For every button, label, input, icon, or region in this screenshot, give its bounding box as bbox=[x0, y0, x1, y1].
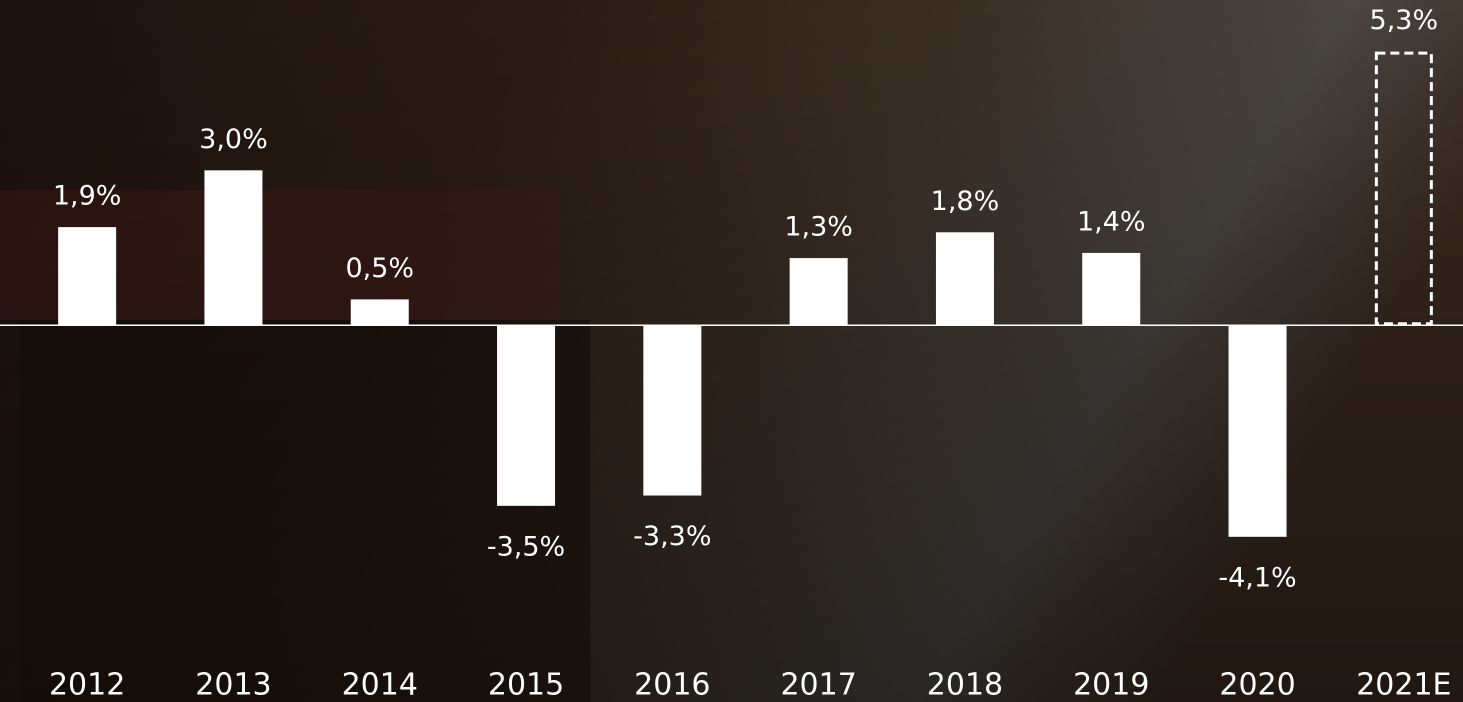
value-label: -4,1% bbox=[1218, 562, 1296, 593]
x-tick-label: 2021E bbox=[1356, 668, 1451, 702]
value-label: 3,0% bbox=[199, 124, 268, 155]
bar bbox=[789, 258, 848, 326]
value-label: -3,5% bbox=[487, 531, 565, 562]
bar bbox=[350, 299, 409, 326]
value-label: 1,9% bbox=[53, 181, 122, 212]
x-tick-label: 2015 bbox=[488, 668, 564, 702]
bar bbox=[58, 227, 117, 326]
x-tick-label: 2017 bbox=[780, 668, 856, 702]
value-label: -3,3% bbox=[633, 521, 711, 552]
bar bbox=[643, 325, 702, 496]
x-tick-label: 2013 bbox=[195, 668, 271, 702]
x-tick-label: 2019 bbox=[1073, 668, 1149, 702]
value-label: 1,8% bbox=[931, 186, 1000, 217]
x-tick-label: 2014 bbox=[342, 668, 418, 702]
value-label: 0,5% bbox=[345, 253, 414, 284]
bar bbox=[204, 170, 263, 326]
bar bbox=[497, 325, 556, 506]
x-tick-label: 2018 bbox=[927, 668, 1003, 702]
bar bbox=[1228, 325, 1287, 537]
bar-estimate bbox=[1374, 51, 1433, 326]
x-tick-label: 2016 bbox=[634, 668, 710, 702]
value-label: 5,3% bbox=[1370, 5, 1439, 36]
background-dark bbox=[20, 320, 590, 702]
bar bbox=[935, 232, 994, 326]
bar bbox=[1082, 252, 1141, 326]
value-label: 1,3% bbox=[784, 212, 853, 243]
value-label: 1,4% bbox=[1077, 206, 1146, 237]
x-tick-label: 2012 bbox=[49, 668, 125, 702]
x-tick-label: 2020 bbox=[1219, 668, 1295, 702]
